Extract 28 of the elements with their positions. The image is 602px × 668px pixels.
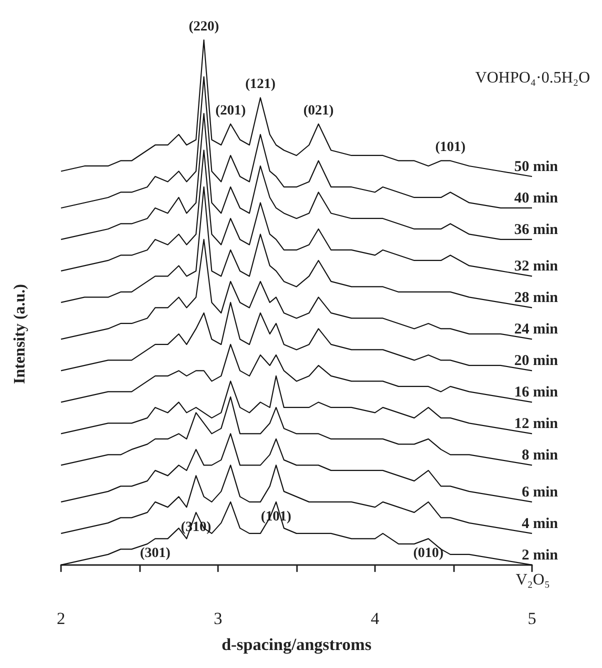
- series-label: 40 min: [514, 190, 559, 206]
- text: V₂O₅: [516, 572, 550, 588]
- series-label: 16 min: [514, 384, 559, 401]
- x-tick-label: 5: [528, 609, 536, 628]
- annotation: (121): [245, 77, 276, 92]
- series-label: 12 min: [514, 416, 559, 432]
- series-label: 28 min: [514, 290, 559, 306]
- series-label: 20 min: [514, 353, 559, 370]
- annotation: (301): [140, 546, 171, 562]
- x-tick-label: 2: [56, 609, 66, 628]
- series-label: 32 min: [514, 258, 559, 275]
- annotation: (201): [215, 103, 246, 118]
- y-axis-title: Intensity (a.u.): [12, 284, 28, 384]
- annotation: VOHPO₄·0.5H₂O: [475, 70, 590, 86]
- x-tick-label: 3: [214, 609, 222, 628]
- annotation: (021): [303, 103, 334, 118]
- series-label: 24 min: [514, 322, 559, 338]
- series-label: 4 min: [522, 516, 559, 532]
- series-label: 2 min: [522, 547, 559, 564]
- x-tick-label: 4: [370, 609, 380, 628]
- series-label: 36 min: [514, 222, 559, 238]
- series-label: 8 min: [522, 448, 559, 464]
- series-label: 50 min: [514, 158, 559, 175]
- series-label: 6 min: [522, 484, 559, 500]
- x-axis-title: d-spacing/angstroms: [222, 635, 372, 654]
- annotation: (220): [188, 20, 220, 34]
- annotation: (010): [413, 546, 444, 562]
- annotation: (101): [435, 140, 466, 156]
